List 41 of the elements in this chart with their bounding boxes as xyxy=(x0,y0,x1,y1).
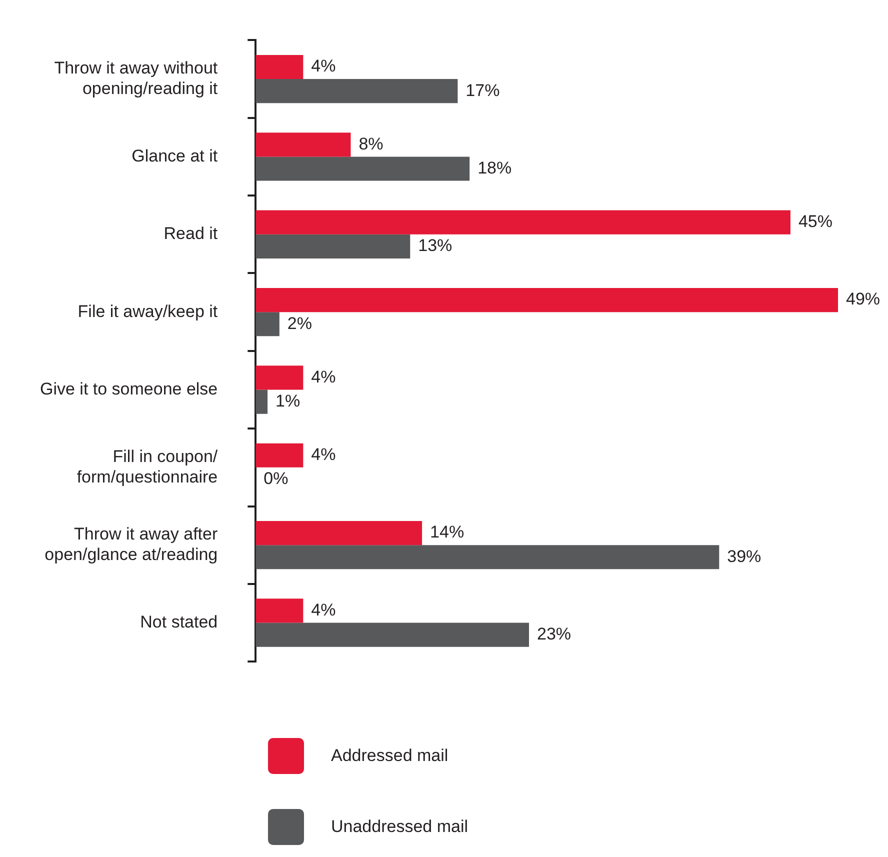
bar xyxy=(256,390,268,414)
data-label: 4% xyxy=(311,56,336,76)
y-tick-label: Glance at it xyxy=(132,146,218,166)
data-label: 17% xyxy=(466,80,500,100)
y-tick-label: Give it to someone else xyxy=(40,379,218,398)
y-tick-label: Throw it away after open/glance at/reading xyxy=(44,524,218,564)
data-label: 4% xyxy=(311,600,336,620)
bar xyxy=(256,210,790,234)
data-label: 4% xyxy=(311,367,336,386)
data-label: 18% xyxy=(478,158,512,178)
bar xyxy=(256,521,422,546)
legend-label: Unaddressed mail xyxy=(331,817,468,837)
data-label: 39% xyxy=(727,546,762,566)
bar xyxy=(256,545,720,570)
data-label: 14% xyxy=(430,522,464,542)
bar xyxy=(256,622,529,647)
data-label: 23% xyxy=(536,624,572,644)
data-label: 13% xyxy=(418,236,452,256)
bar xyxy=(256,312,280,336)
data-label: 1% xyxy=(276,391,300,410)
bar xyxy=(256,54,304,80)
bar xyxy=(256,79,458,104)
data-label: 2% xyxy=(287,314,312,333)
bar xyxy=(256,366,304,390)
data-label: 45% xyxy=(798,212,832,232)
bar xyxy=(256,598,304,623)
y-tick-label: File it away/keep it xyxy=(78,302,218,321)
bar xyxy=(256,288,838,312)
data-label: 4% xyxy=(311,445,336,464)
bar xyxy=(256,234,410,258)
bar xyxy=(256,132,351,157)
y-tick-label: Not stated xyxy=(140,612,218,632)
y-tick-label: Fill in coupon/ form/questionnaire xyxy=(76,446,218,486)
y-tick-label: Throw it away without opening/reading it xyxy=(54,58,218,98)
data-label: 8% xyxy=(358,134,384,154)
bar xyxy=(256,443,304,468)
data-label: 49% xyxy=(846,290,880,309)
y-tick-label: Read it xyxy=(164,224,218,244)
legend-label: Addressed mail xyxy=(331,746,448,766)
data-label: 0% xyxy=(264,469,288,488)
bar xyxy=(256,156,470,181)
